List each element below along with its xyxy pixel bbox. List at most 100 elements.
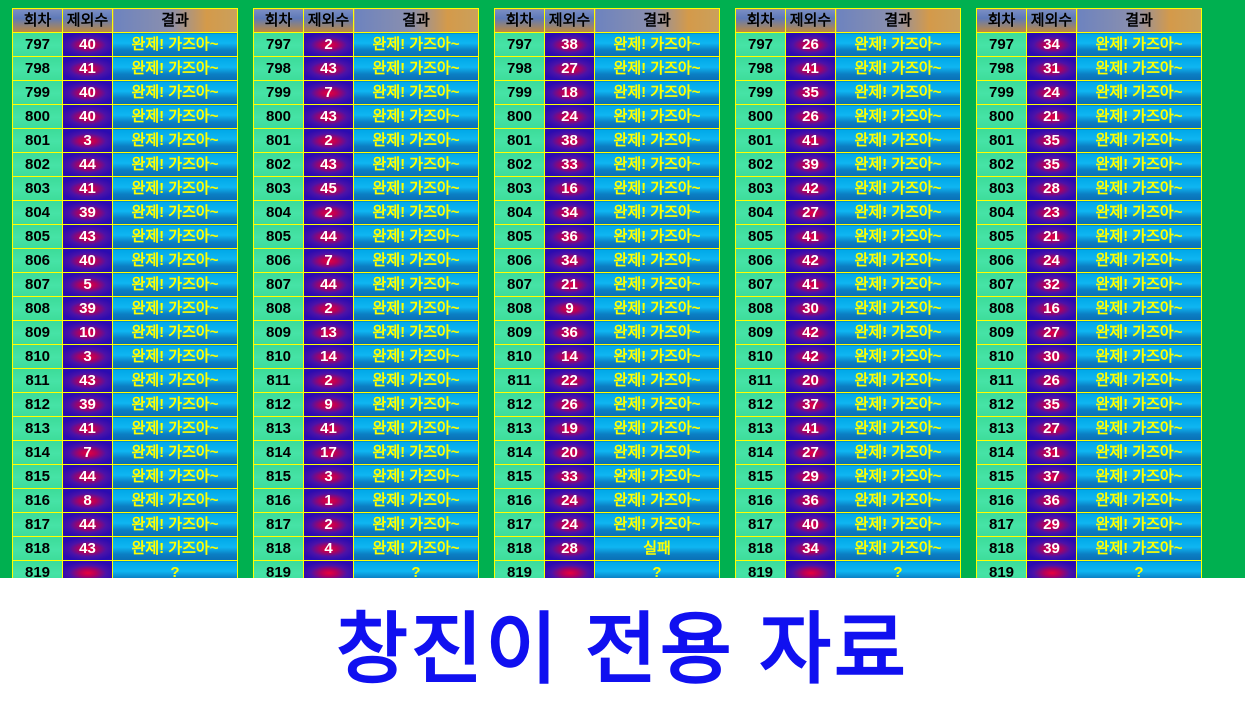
cell-round: 803 [12, 176, 63, 201]
table-row: 809 42 완제! 가즈아~ [735, 320, 961, 345]
cell-excluded-number: 26 [785, 104, 836, 129]
cell-result: 완제! 가즈아~ [835, 488, 961, 513]
cell-round: 803 [253, 176, 304, 201]
cell-round: 810 [253, 344, 304, 369]
cell-round: 813 [253, 416, 304, 441]
column-header-round: 회차 [735, 8, 786, 33]
cell-result: 완제! 가즈아~ [353, 152, 479, 177]
cell-result: 완제! 가즈아~ [353, 296, 479, 321]
table-row: 804 39 완제! 가즈아~ [12, 200, 238, 225]
cell-result: 완제! 가즈아~ [1076, 536, 1202, 561]
table-band: 회차 제외수 결과 797 40 완제! 가즈아~ 798 41 완제! 가즈아~ 799 40 완제… [0, 0, 1245, 609]
cell-result: 완제! 가즈아~ [112, 128, 238, 153]
results-table-3: 회차 제외수 결과 797 38 완제! 가즈아~ 798 27 완제! 가즈아~ 799 18 완제… [494, 8, 720, 609]
cell-excluded-number: 35 [1026, 128, 1077, 153]
cell-round: 805 [12, 224, 63, 249]
table-row: 810 14 완제! 가즈아~ [253, 344, 479, 369]
table-row: 811 20 완제! 가즈아~ [735, 368, 961, 393]
cell-result: 완제! 가즈아~ [835, 320, 961, 345]
cell-excluded-number: 14 [544, 344, 595, 369]
cell-excluded-number: 20 [544, 440, 595, 465]
cell-result: 완제! 가즈아~ [353, 536, 479, 561]
cell-excluded-number: 24 [1026, 248, 1077, 273]
table-row: 809 27 완제! 가즈아~ [976, 320, 1202, 345]
cell-round: 799 [253, 80, 304, 105]
cell-excluded-number: 44 [62, 152, 113, 177]
table-row: 805 43 완제! 가즈아~ [12, 224, 238, 249]
cell-round: 816 [253, 488, 304, 513]
table-row: 797 26 완제! 가즈아~ [735, 32, 961, 57]
cell-round: 809 [494, 320, 545, 345]
cell-result: 완제! 가즈아~ [1076, 128, 1202, 153]
cell-result: 완제! 가즈아~ [353, 320, 479, 345]
cell-result: 완제! 가즈아~ [835, 224, 961, 249]
cell-round: 814 [735, 440, 786, 465]
cell-result: 완제! 가즈아~ [353, 128, 479, 153]
cell-result: 완제! 가즈아~ [594, 392, 720, 417]
table-row: 799 24 완제! 가즈아~ [976, 80, 1202, 105]
cell-round: 806 [12, 248, 63, 273]
cell-excluded-number: 40 [62, 248, 113, 273]
cell-round: 802 [976, 152, 1027, 177]
cell-round: 798 [735, 56, 786, 81]
cell-round: 801 [12, 128, 63, 153]
cell-excluded-number: 42 [785, 320, 836, 345]
table-row: 809 13 완제! 가즈아~ [253, 320, 479, 345]
cell-result: 완제! 가즈아~ [594, 464, 720, 489]
cell-round: 797 [494, 32, 545, 57]
table-header-row: 회차 제외수 결과 [494, 8, 720, 33]
cell-round: 798 [12, 56, 63, 81]
cell-excluded-number: 27 [1026, 320, 1077, 345]
table-row: 798 43 완제! 가즈아~ [253, 56, 479, 81]
cell-result: 완제! 가즈아~ [112, 296, 238, 321]
results-table-4: 회차 제외수 결과 797 26 완제! 가즈아~ 798 41 완제! 가즈아~ 799 35 완제… [735, 8, 961, 609]
table-row: 808 30 완제! 가즈아~ [735, 296, 961, 321]
table-row: 815 37 완제! 가즈아~ [976, 464, 1202, 489]
cell-excluded-number: 2 [303, 512, 354, 537]
cell-excluded-number: 40 [62, 32, 113, 57]
table-row: 813 41 완제! 가즈아~ [735, 416, 961, 441]
cell-excluded-number: 43 [62, 536, 113, 561]
cell-round: 804 [735, 200, 786, 225]
table-row: 814 17 완제! 가즈아~ [253, 440, 479, 465]
table-row: 817 44 완제! 가즈아~ [12, 512, 238, 537]
cell-round: 802 [12, 152, 63, 177]
cell-round: 814 [12, 440, 63, 465]
cell-result: 완제! 가즈아~ [1076, 248, 1202, 273]
cell-round: 811 [976, 368, 1027, 393]
table-row: 805 44 완제! 가즈아~ [253, 224, 479, 249]
cell-excluded-number: 3 [62, 128, 113, 153]
cell-result: 완제! 가즈아~ [112, 344, 238, 369]
cell-excluded-number: 20 [785, 368, 836, 393]
table-row: 816 8 완제! 가즈아~ [12, 488, 238, 513]
cell-result: 완제! 가즈아~ [594, 320, 720, 345]
table-row: 816 1 완제! 가즈아~ [253, 488, 479, 513]
cell-round: 802 [735, 152, 786, 177]
table-row: 816 24 완제! 가즈아~ [494, 488, 720, 513]
cell-excluded-number: 16 [544, 176, 595, 201]
table-row: 814 7 완제! 가즈아~ [12, 440, 238, 465]
cell-result: 완제! 가즈아~ [112, 248, 238, 273]
cell-round: 808 [12, 296, 63, 321]
table-header-row: 회차 제외수 결과 [12, 8, 238, 33]
cell-excluded-number: 34 [544, 248, 595, 273]
cell-result: 완제! 가즈아~ [353, 440, 479, 465]
cell-excluded-number: 43 [303, 152, 354, 177]
cell-result: 완제! 가즈아~ [1076, 368, 1202, 393]
cell-round: 802 [494, 152, 545, 177]
cell-excluded-number: 22 [544, 368, 595, 393]
cell-result: 완제! 가즈아~ [594, 440, 720, 465]
cell-result: 완제! 가즈아~ [835, 536, 961, 561]
cell-result: 완제! 가즈아~ [353, 176, 479, 201]
table-row: 808 2 완제! 가즈아~ [253, 296, 479, 321]
cell-result: 완제! 가즈아~ [594, 272, 720, 297]
cell-round: 813 [976, 416, 1027, 441]
table-row: 800 40 완제! 가즈아~ [12, 104, 238, 129]
table-row: 805 41 완제! 가즈아~ [735, 224, 961, 249]
cell-excluded-number: 5 [62, 272, 113, 297]
cell-result: 완제! 가즈아~ [353, 272, 479, 297]
table-row: 803 28 완제! 가즈아~ [976, 176, 1202, 201]
table-row: 800 21 완제! 가즈아~ [976, 104, 1202, 129]
cell-result: 완제! 가즈아~ [1076, 200, 1202, 225]
cell-excluded-number: 27 [1026, 416, 1077, 441]
